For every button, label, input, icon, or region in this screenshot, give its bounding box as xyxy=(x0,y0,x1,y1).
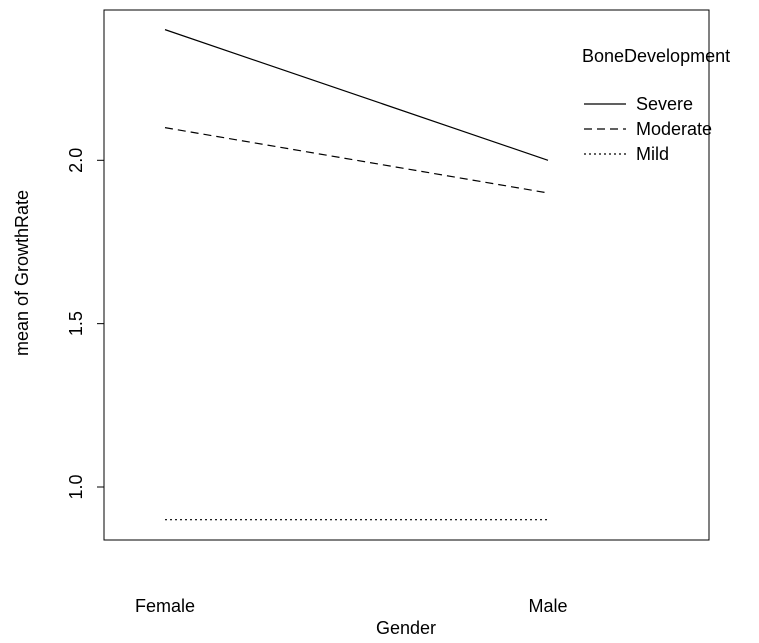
y-tick-label: 1.0 xyxy=(66,474,86,499)
x-tick-label: Female xyxy=(135,596,195,616)
legend-title: BoneDevelopment xyxy=(582,46,730,66)
series-lines xyxy=(164,29,549,521)
legend-label-severe: Severe xyxy=(636,94,693,114)
x-axis-ticks: Female Male xyxy=(135,596,568,616)
y-tick-label: 1.5 xyxy=(66,311,86,336)
y-axis-label: mean of GrowthRate xyxy=(12,190,32,356)
legend: BoneDevelopment Severe Moderate Mild xyxy=(582,46,730,164)
y-tick-label: 2.0 xyxy=(66,148,86,173)
legend-label-mild: Mild xyxy=(636,144,669,164)
y-axis-ticks: 1.0 1.5 2.0 xyxy=(66,148,104,500)
series-line-severe xyxy=(164,29,549,161)
series-line-moderate xyxy=(164,127,549,194)
legend-label-moderate: Moderate xyxy=(636,119,712,139)
plot-frame xyxy=(103,9,710,541)
x-axis-label: Gender xyxy=(376,618,436,638)
x-tick-label: Male xyxy=(528,596,567,616)
